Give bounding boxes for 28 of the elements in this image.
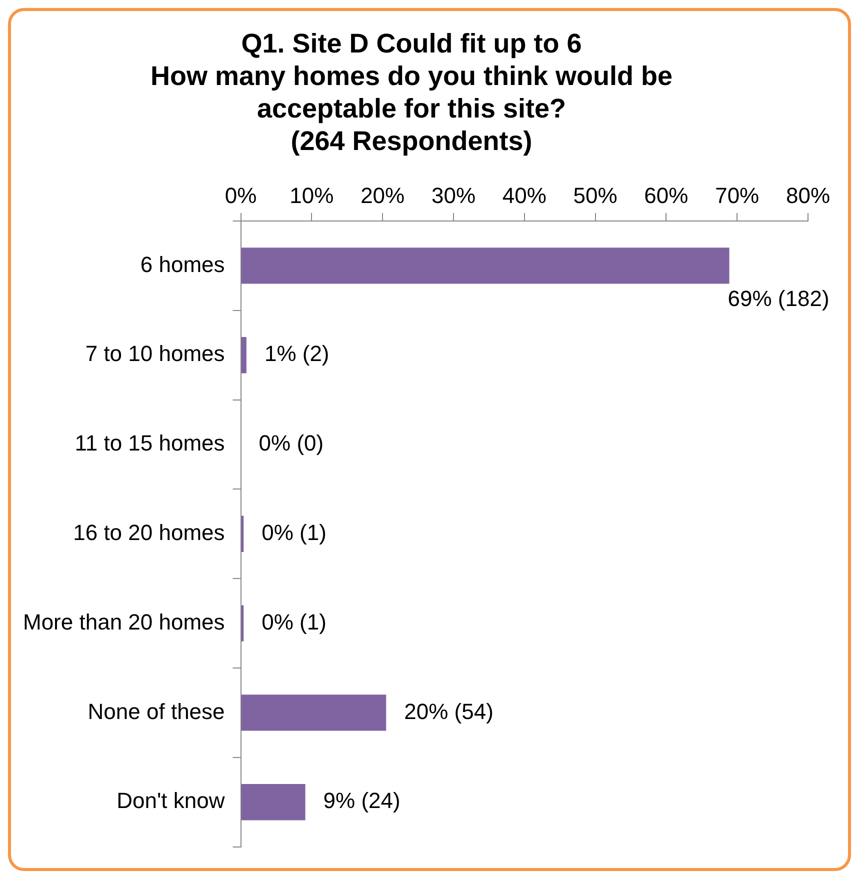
y-tick-label: 16 to 20 homes <box>73 520 225 545</box>
data-label: 69% (182) <box>728 286 830 311</box>
y-tick-label: None of these <box>88 698 225 724</box>
y-tick-label: 7 to 10 homes <box>85 341 225 366</box>
x-tick-label: 80% <box>786 182 830 208</box>
data-label: 20% (54) <box>404 698 494 724</box>
x-tick-label: 10% <box>290 182 334 208</box>
data-label: 0% (0) <box>258 430 324 456</box>
data-label: 9% (24) <box>323 788 400 814</box>
x-tick-label: 20% <box>360 182 405 208</box>
x-tick-label: 0% <box>224 182 257 208</box>
data-label: 0% (1) <box>262 520 326 545</box>
data-label: 1% (2) <box>264 341 330 366</box>
x-tick-label: 70% <box>715 182 760 208</box>
bar <box>241 784 306 820</box>
bar <box>241 336 246 374</box>
x-tick-label: 60% <box>644 182 688 208</box>
bar <box>241 248 730 284</box>
y-tick-label: 6 homes <box>140 252 225 277</box>
y-tick-label: 11 to 15 homes <box>74 430 225 456</box>
y-tick-label: Don't know <box>116 788 225 814</box>
bar <box>241 694 386 731</box>
data-label: 0% (1) <box>262 609 326 634</box>
x-tick-label: 30% <box>431 182 476 208</box>
y-tick-label: More than 20 homes <box>23 609 225 634</box>
x-tick-label: 40% <box>502 182 546 208</box>
x-tick-label: 50% <box>573 182 618 208</box>
chart-title: Q1. Site D Could fit up to 6 How many homes do you think would be acceptable for this site? (264 Respondents) <box>150 28 673 156</box>
